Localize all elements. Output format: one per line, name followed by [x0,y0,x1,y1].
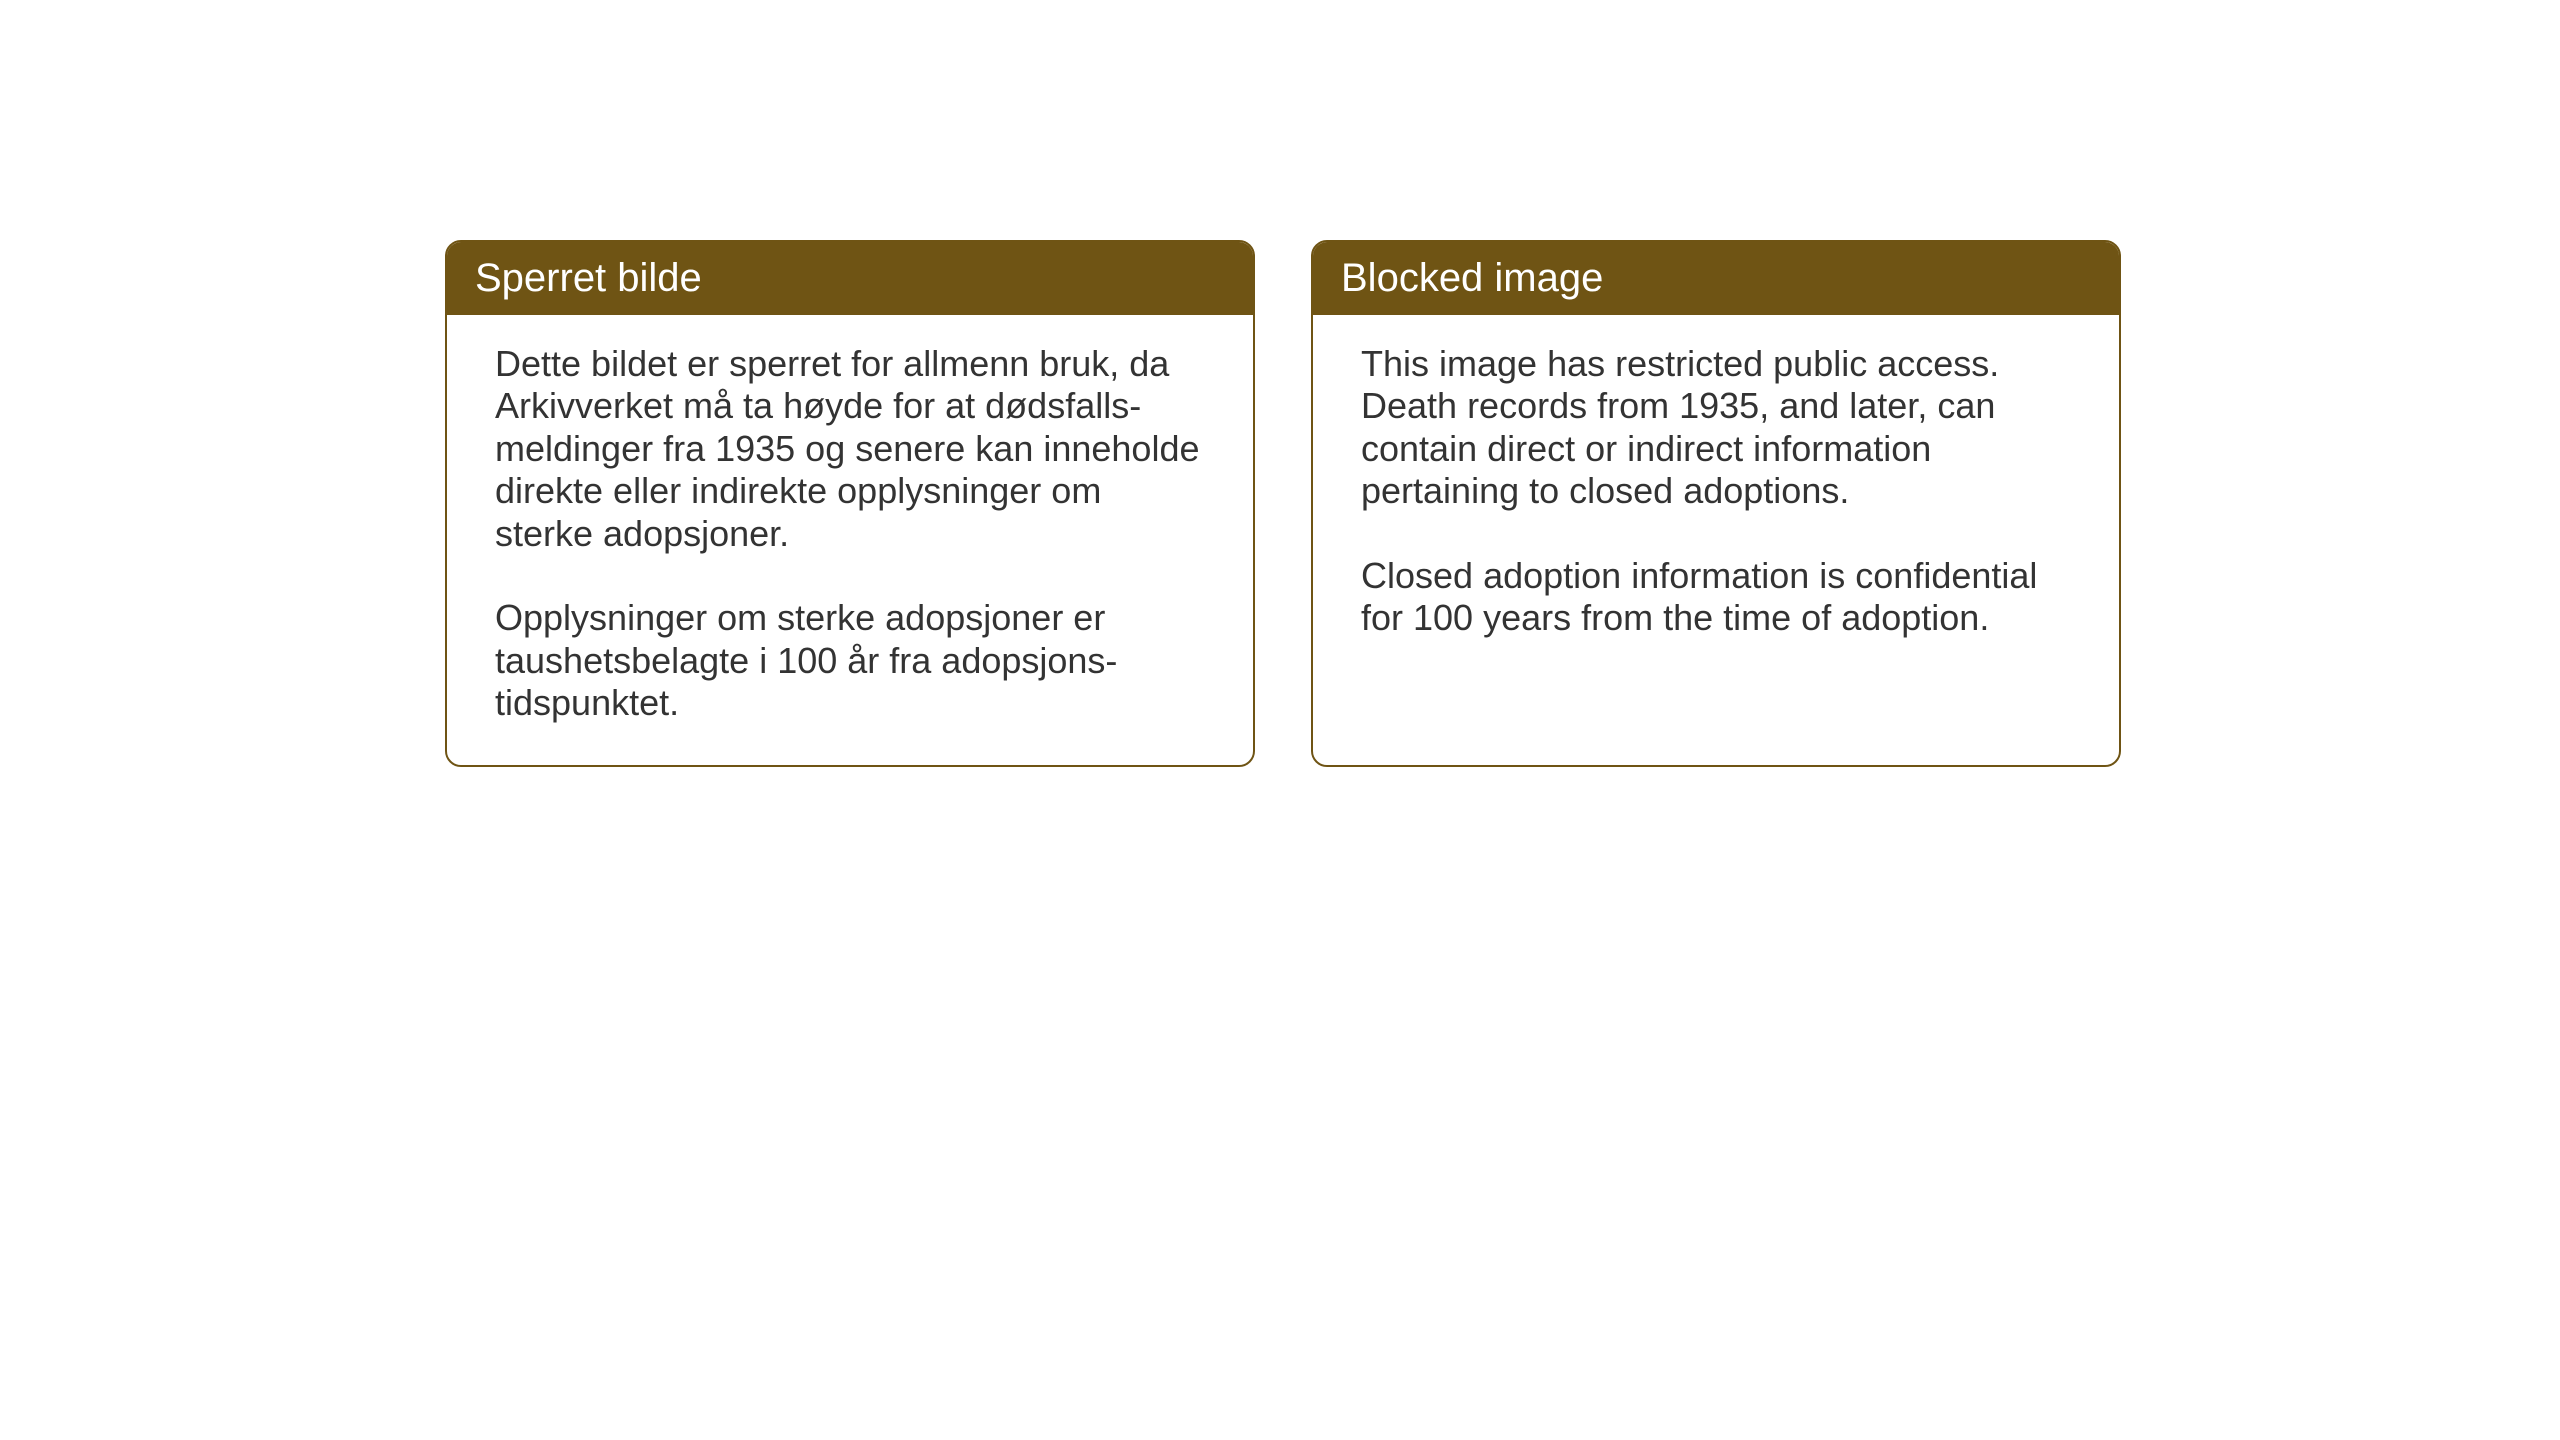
english-card-body: This image has restricted public access.… [1313,315,2119,680]
english-card: Blocked image This image has restricted … [1311,240,2121,767]
cards-container: Sperret bilde Dette bildet er sperret fo… [445,240,2121,767]
norwegian-card: Sperret bilde Dette bildet er sperret fo… [445,240,1255,767]
norwegian-card-title: Sperret bilde [447,242,1253,315]
norwegian-paragraph-2: Opplysninger om sterke adopsjoner er tau… [495,597,1205,724]
norwegian-card-body: Dette bildet er sperret for allmenn bruk… [447,315,1253,765]
english-card-title: Blocked image [1313,242,2119,315]
english-paragraph-2: Closed adoption information is confident… [1361,555,2071,640]
norwegian-paragraph-1: Dette bildet er sperret for allmenn bruk… [495,343,1205,555]
english-paragraph-1: This image has restricted public access.… [1361,343,2071,513]
